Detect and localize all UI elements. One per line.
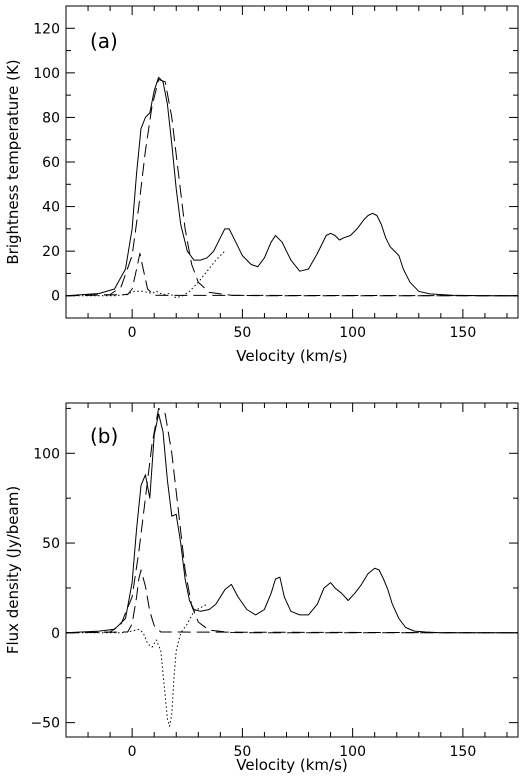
y-tick-label-a-80: 80: [42, 110, 60, 126]
y-tick-label-a-120: 120: [33, 21, 60, 37]
y-tick-label-b-50: 50: [42, 536, 60, 552]
series-a-1-dashed: [65, 79, 518, 297]
panel-a: 0 50 100 150 0 20 40 60 80 100 120 (a) Velocity (k…: [4, 5, 519, 365]
x-tick-label-a-0: 0: [128, 325, 137, 341]
x-axis-title-b: Velocity (km/s): [236, 756, 347, 774]
y-tick-label-b-100: 100: [33, 446, 60, 462]
y-axis-title-a: Brightness temperature (K): [4, 59, 22, 264]
y-tick-label-b--50: −50: [30, 716, 60, 732]
y-tick-label-a-60: 60: [42, 155, 60, 171]
ticks-group-a: 0 50 100 150 0 20 40 60 80 100 120: [33, 5, 518, 341]
y-tick-label-a-40: 40: [42, 200, 60, 216]
panel-label-b: (b): [90, 424, 118, 448]
plot-frame-b: [65, 402, 519, 738]
x-tick-label-b-100: 100: [339, 744, 366, 760]
series-b-0-solid: [65, 413, 518, 634]
y-axis-title-b: Flux density (Jy/beam): [4, 486, 22, 654]
x-tick-label-b-150: 150: [450, 744, 477, 760]
y-tick-label-a-20: 20: [42, 244, 60, 260]
ticks-group-b: 0 50 100 150 −50 0 50 100: [30, 403, 518, 760]
series-b-1-dashed: [65, 407, 518, 634]
series-group-a: [65, 76, 519, 299]
x-tick-label-b-0: 0: [128, 744, 137, 760]
panel-b: 0 50 100 150 −50 0 50 100 (b) Velocity (km/s) F…: [4, 402, 519, 774]
series-a-0-solid: [65, 76, 518, 297]
x-tick-label-a-100: 100: [339, 325, 366, 341]
y-tick-label-a-100: 100: [33, 66, 60, 82]
series-a-3-dotted: [66, 250, 226, 299]
series-b-2-dashed: [65, 569, 519, 634]
x-tick-label-b-50: 50: [233, 744, 251, 760]
plot-frame-a: [65, 5, 519, 319]
series-a-2-dashed: [65, 252, 519, 297]
panel-label-a: (a): [90, 29, 118, 53]
series-b-3-dotted: [66, 603, 208, 727]
y-tick-label-b-0: 0: [51, 626, 60, 642]
x-tick-label-a-150: 150: [450, 325, 477, 341]
x-tick-label-a-50: 50: [233, 325, 251, 341]
y-tick-label-a-0: 0: [51, 289, 60, 305]
x-axis-title-a: Velocity (km/s): [236, 347, 347, 365]
series-group-b: [65, 407, 519, 727]
